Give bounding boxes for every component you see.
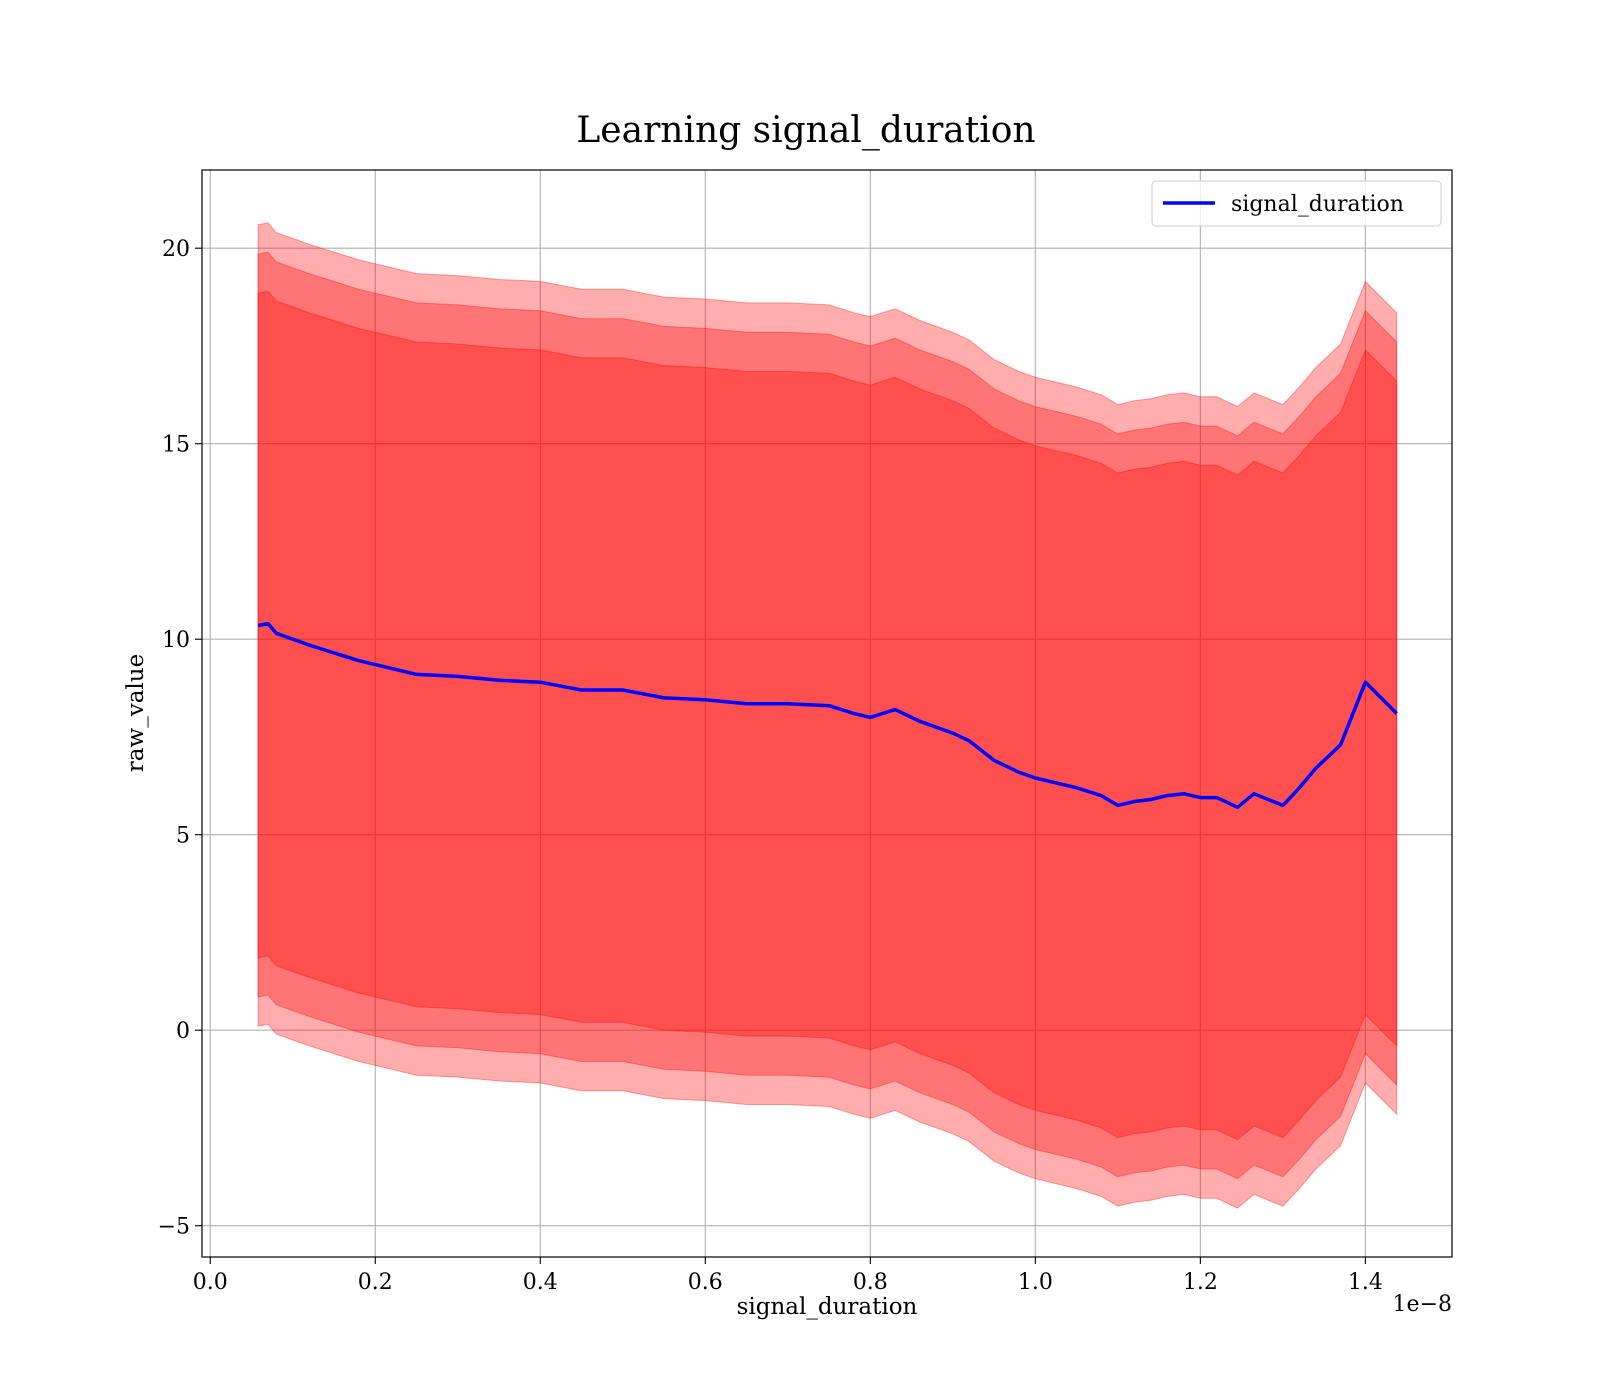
x-offset-label: 1e−8 (1393, 1292, 1452, 1317)
grid-lines (202, 170, 1452, 1257)
y-axis-label: raw_value (123, 654, 149, 772)
legend-box (1151, 180, 1442, 227)
y-tick-label: −5 (158, 1215, 190, 1240)
series-line-signal-duration (257, 621, 1398, 810)
y-axis-ticks: −5 0 5 10 15 20 (158, 237, 202, 1240)
x-tick-label: 0.4 (523, 1270, 558, 1295)
x-tick-label: 0.2 (358, 1270, 393, 1295)
plot-frame (201, 169, 1453, 1258)
y-tick-label: 15 (162, 433, 190, 458)
band-2σ (257, 251, 1398, 1180)
y-tick-label: 5 (176, 824, 190, 849)
x-axis-ticks: 0.0 0.2 0.4 0.6 0.8 1.0 1.2 1.4 (193, 1257, 1383, 1295)
x-tick-label: 1.2 (1183, 1270, 1218, 1295)
band-1σ (257, 290, 1398, 1141)
y-tick-label: 10 (162, 628, 190, 653)
x-tick-label: 0.0 (193, 1270, 228, 1295)
x-tick-label: 0.8 (853, 1270, 888, 1295)
legend: signal_duration (1151, 180, 1442, 227)
y-tick-label: 20 (162, 237, 190, 262)
band-3σ (257, 222, 1398, 1209)
x-tick-label: 0.6 (688, 1270, 723, 1295)
x-tick-label: 1.4 (1348, 1270, 1383, 1295)
uncertainty-bands (257, 222, 1398, 1209)
y-tick-label: 0 (176, 1019, 190, 1044)
x-axis-label: signal_duration (737, 1294, 918, 1320)
legend-label: signal_duration (1231, 192, 1404, 217)
chart-title: Learning signal_duration (576, 110, 1035, 151)
x-tick-label: 1.0 (1018, 1270, 1053, 1295)
